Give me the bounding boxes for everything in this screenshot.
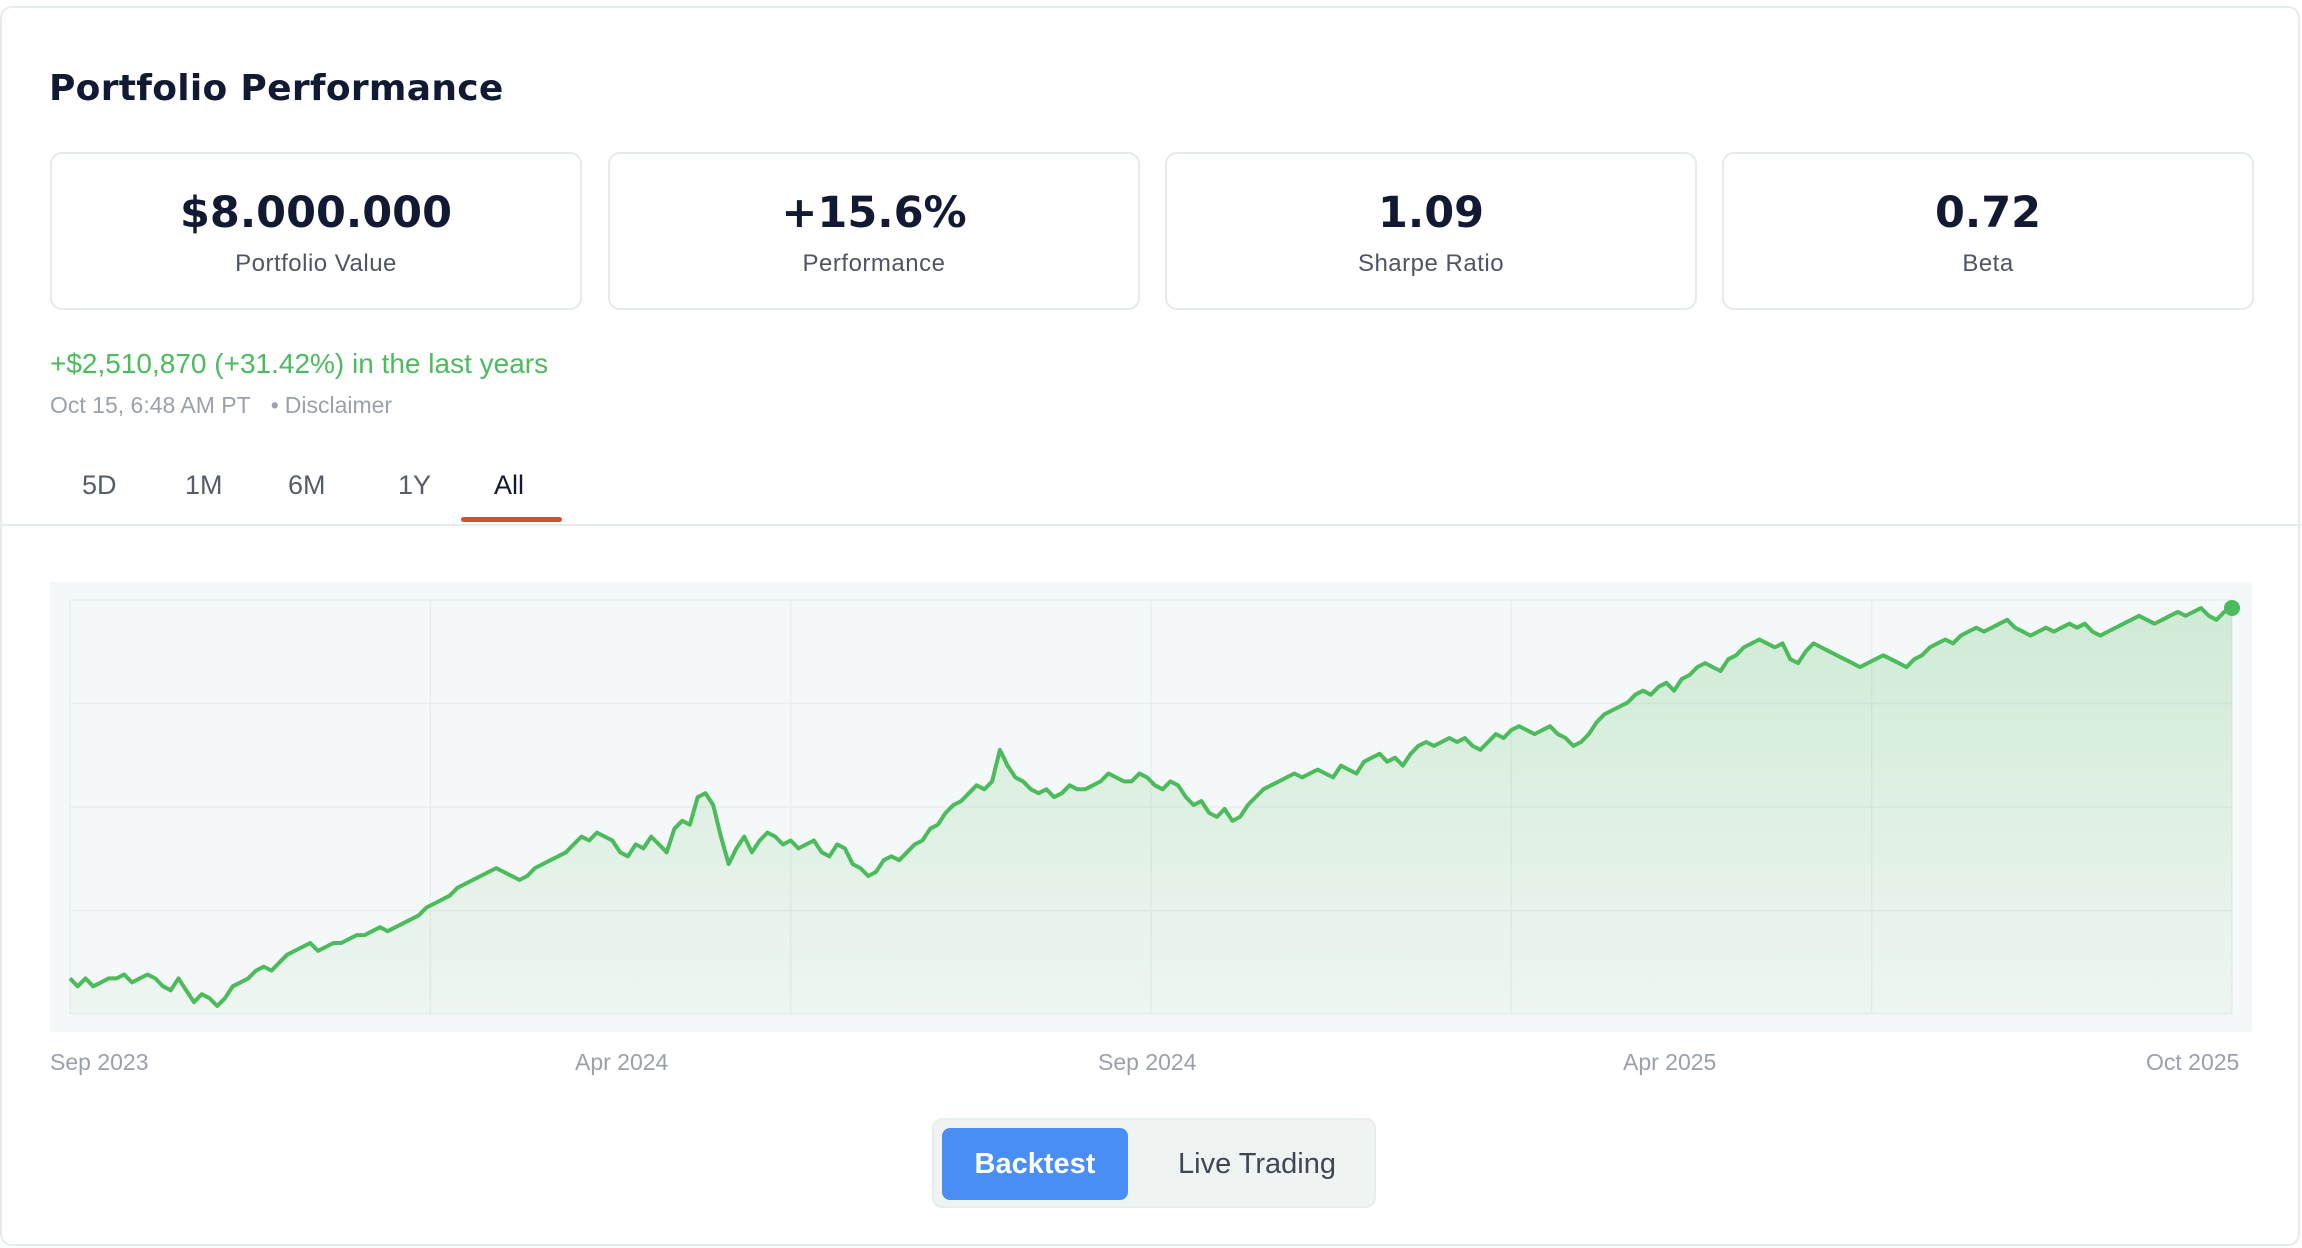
x-tick-label: Apr 2025 — [1623, 1049, 1717, 1075]
tab-1m[interactable]: 1M — [185, 470, 223, 500]
x-tick-label: Sep 2024 — [1098, 1049, 1197, 1075]
active-tab-indicator — [461, 517, 562, 522]
x-tick-label: Sep 2023 — [50, 1049, 149, 1075]
tab-6m[interactable]: 6M — [288, 470, 326, 500]
stat-performance: +15.6% Performance — [608, 152, 1140, 310]
series-endpoint[interactable] — [2224, 599, 2240, 616]
x-tick-label: Apr 2024 — [575, 1049, 669, 1075]
stat-label: Portfolio Value — [235, 250, 397, 277]
x-tick-label: Oct 2025 — [2146, 1049, 2240, 1075]
change-summary: +$2,510,870 (+31.42%) in the last years — [50, 348, 549, 379]
stat-label: Performance — [802, 250, 946, 277]
tabs-divider — [2, 524, 2302, 526]
mode-toggle: Backtest Live Trading — [932, 1118, 1376, 1208]
tab-5d[interactable]: 5D — [82, 470, 117, 500]
tab-all[interactable]: All — [494, 470, 525, 500]
performance-chart — [50, 582, 2252, 1032]
stat-value: 0.72 — [1934, 188, 2042, 238]
stat-portfolio-value: $8.000.000 Portfolio Value — [50, 152, 582, 310]
backtest-button[interactable]: Backtest — [942, 1128, 1128, 1200]
page-title: Portfolio Performance — [49, 68, 504, 109]
stat-value: +15.6% — [781, 188, 967, 238]
stat-sharpe-ratio: 1.09 Sharpe Ratio — [1165, 152, 1697, 310]
live-trading-button[interactable]: Live Trading — [1178, 1148, 1336, 1180]
stat-beta: 0.72 Beta — [1722, 152, 2254, 310]
timestamp-line: Oct 15, 6:48 AM PT • Disclaimer — [50, 392, 392, 419]
stat-label: Beta — [1962, 250, 2014, 277]
timestamp: Oct 15, 6:48 AM PT — [50, 392, 251, 418]
stat-value: 1.09 — [1377, 188, 1485, 238]
separator-dot: • — [270, 392, 279, 418]
disclaimer-link[interactable]: Disclaimer — [284, 392, 393, 418]
series-line — [68, 606, 2233, 1008]
series-area — [70, 608, 2232, 1014]
stat-value: $8.000.000 — [179, 188, 453, 238]
tab-1y[interactable]: 1Y — [398, 470, 432, 500]
stat-label: Sharpe Ratio — [1357, 250, 1505, 277]
portfolio-performance-card: Portfolio Performance $8.000.000 Portfol… — [0, 6, 2302, 1246]
